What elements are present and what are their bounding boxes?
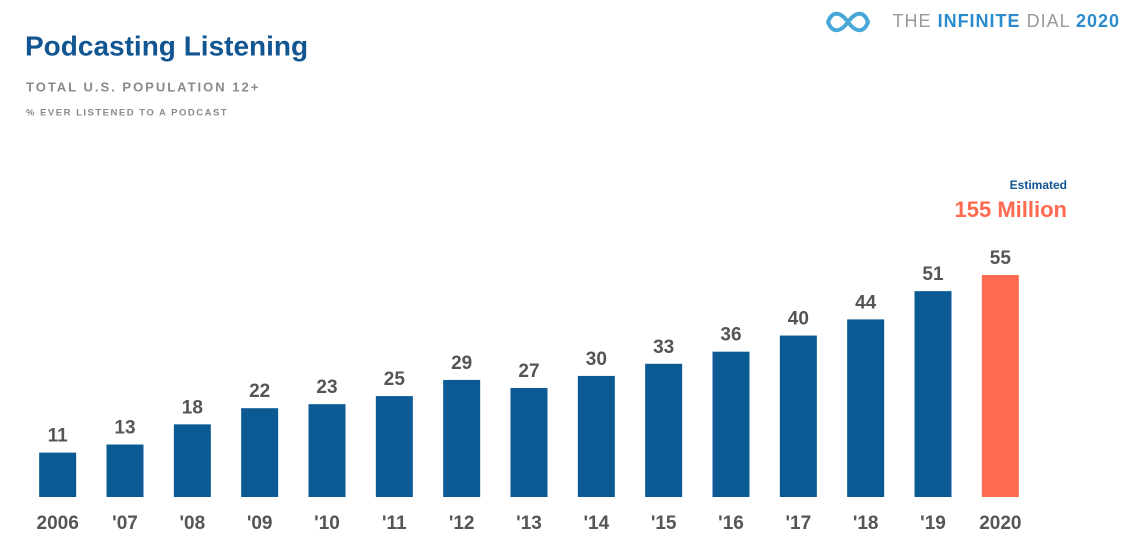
annotation-text: 155 Million xyxy=(955,197,1067,222)
value-label: 51 xyxy=(922,264,944,285)
value-label: 27 xyxy=(518,361,539,382)
value-label: 25 xyxy=(384,369,406,390)
value-label: 11 xyxy=(48,426,69,447)
subtitle: TOTAL U.S. POPULATION 12+ xyxy=(26,79,260,94)
bar xyxy=(577,375,615,497)
value-label: 29 xyxy=(451,353,472,374)
bar xyxy=(645,363,683,497)
x-tick-label: 2006 xyxy=(37,513,79,534)
x-tick-label: '11 xyxy=(382,513,407,534)
x-tick-label: '18 xyxy=(853,513,879,534)
x-tick-label: 2020 xyxy=(979,513,1021,534)
x-tick-label: '09 xyxy=(247,513,273,534)
brand-infinite: INFINITE xyxy=(938,11,1021,31)
bar xyxy=(981,275,1019,497)
value-label: 44 xyxy=(855,292,877,313)
bar xyxy=(779,335,817,497)
x-tick-label: '16 xyxy=(718,513,744,534)
x-tick-label: '08 xyxy=(180,513,206,534)
logo-icon xyxy=(825,11,871,33)
bar xyxy=(443,379,481,497)
x-tick-label: '07 xyxy=(112,513,138,534)
annotation-label: Estimated xyxy=(1010,178,1067,192)
x-tick-label: '14 xyxy=(584,513,610,534)
value-label: 36 xyxy=(720,325,741,346)
x-tick-label: '15 xyxy=(651,513,677,534)
value-label: 40 xyxy=(788,309,809,330)
bar xyxy=(173,424,211,497)
brand-dial: DIAL xyxy=(1027,11,1070,31)
bar xyxy=(712,351,750,497)
brand-year: 2020 xyxy=(1076,11,1120,31)
value-label: 30 xyxy=(586,349,607,370)
chart-title: Podcasting Listening xyxy=(25,30,308,61)
x-tick-label: '10 xyxy=(314,513,340,534)
x-tick-label: '12 xyxy=(449,513,475,534)
bar xyxy=(375,396,413,497)
bar xyxy=(106,444,144,497)
brand-the: THE xyxy=(893,11,932,31)
value-label: 13 xyxy=(114,418,135,439)
value-label: 55 xyxy=(990,248,1012,269)
x-tick-label: '13 xyxy=(516,513,542,534)
x-tick-label: '17 xyxy=(786,513,812,534)
note: % EVER LISTENED TO A PODCAST xyxy=(26,108,228,119)
value-label: 23 xyxy=(316,377,337,398)
bar xyxy=(308,404,346,497)
brand: THE INFINITE DIAL 2020 xyxy=(893,11,1120,31)
bar xyxy=(510,388,548,497)
value-label: 33 xyxy=(653,337,674,358)
bar xyxy=(39,452,77,497)
bar xyxy=(914,291,952,497)
logo xyxy=(825,11,871,33)
value-label: 22 xyxy=(249,381,270,402)
x-tick-label: '19 xyxy=(920,513,946,534)
bar xyxy=(847,319,885,497)
value-label: 18 xyxy=(182,397,203,418)
bar xyxy=(241,408,279,497)
